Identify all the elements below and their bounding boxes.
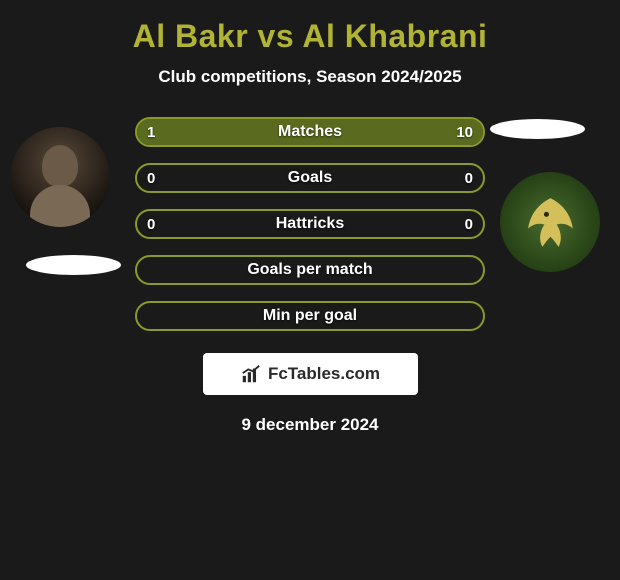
player1-avatar xyxy=(10,127,110,227)
bar-label: Goals per match xyxy=(137,257,483,283)
vs-label: vs xyxy=(258,18,295,54)
watermark-text: FcTables.com xyxy=(268,364,380,384)
stat-bars: 110Matches 00Goals 00Hattricks Goals per ma… xyxy=(135,117,485,331)
infographic-container: Al Bakr vs Al Khabrani Club competitions… xyxy=(0,0,620,435)
chart-icon xyxy=(240,363,262,385)
player2-name: Al Khabrani xyxy=(302,18,487,54)
subtitle: Club competitions, Season 2024/2025 xyxy=(0,67,620,87)
stat-bar: 00Hattricks xyxy=(135,209,485,239)
page-title: Al Bakr vs Al Khabrani xyxy=(0,18,620,55)
eagle-icon xyxy=(518,190,583,255)
stat-bar: Min per goal xyxy=(135,301,485,331)
stat-bar: 00Goals xyxy=(135,163,485,193)
player2-club-badge xyxy=(500,172,600,272)
bar-label: Matches xyxy=(137,119,483,145)
stat-bar: Goals per match xyxy=(135,255,485,285)
stat-bar: 110Matches xyxy=(135,117,485,147)
bar-label: Goals xyxy=(137,165,483,191)
player2-flag xyxy=(490,119,585,139)
date-label: 9 december 2024 xyxy=(0,415,620,435)
watermark-badge: FcTables.com xyxy=(203,353,418,395)
comparison-area: 110Matches 00Goals 00Hattricks Goals per ma… xyxy=(0,117,620,435)
player1-flag xyxy=(26,255,121,275)
bar-label: Hattricks xyxy=(137,211,483,237)
player1-name: Al Bakr xyxy=(133,18,249,54)
bar-label: Min per goal xyxy=(137,303,483,329)
